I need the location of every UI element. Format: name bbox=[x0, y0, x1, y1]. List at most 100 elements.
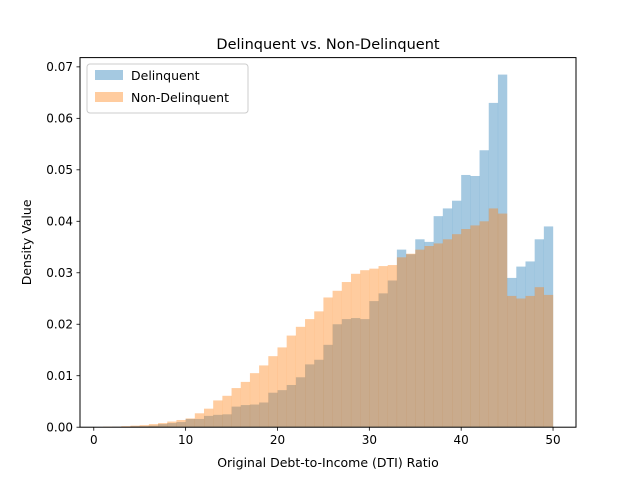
x-tick-label: 20 bbox=[270, 433, 285, 447]
x-axis-label: Original Debt-to-Income (DTI) Ratio bbox=[217, 455, 439, 470]
bar-delinquent bbox=[341, 319, 352, 428]
bar-delinquent bbox=[194, 418, 205, 428]
x-tick-label: 10 bbox=[178, 433, 193, 447]
bar-delinquent bbox=[424, 241, 434, 428]
bar-delinquent bbox=[534, 239, 545, 428]
bar-delinquent bbox=[286, 384, 297, 428]
bar-non-delinquent bbox=[231, 388, 241, 428]
y-tick-label: 0.07 bbox=[46, 60, 73, 74]
bar-non-delinquent bbox=[213, 400, 223, 428]
bar-non-delinquent bbox=[360, 270, 370, 428]
bar-delinquent bbox=[277, 390, 287, 428]
bar-delinquent bbox=[479, 150, 489, 428]
bar-non-delinquent bbox=[167, 421, 177, 428]
legend-swatch-non-delinquent bbox=[95, 92, 123, 102]
y-tick-label: 0.02 bbox=[46, 318, 73, 332]
bar-delinquent bbox=[516, 266, 526, 428]
y-tick-label: 0.06 bbox=[46, 112, 73, 126]
bar-delinquent bbox=[406, 254, 416, 428]
bar-delinquent bbox=[525, 261, 535, 428]
bar-delinquent bbox=[543, 226, 554, 428]
legend: Delinquent Non-Delinquent bbox=[86, 63, 249, 114]
bar-delinquent bbox=[185, 418, 195, 428]
bar-delinquent bbox=[415, 239, 425, 428]
bar-non-delinquent bbox=[479, 221, 489, 428]
x-axis: 0 10 20 30 40 50 bbox=[90, 427, 561, 447]
bars-layer bbox=[102, 74, 554, 428]
bar-delinquent bbox=[497, 74, 508, 428]
bar-non-delinquent bbox=[470, 225, 480, 428]
bar-non-delinquent bbox=[415, 249, 425, 428]
bar-delinquent bbox=[305, 364, 315, 428]
bar-non-delinquent bbox=[332, 290, 342, 428]
bar-non-delinquent bbox=[259, 365, 269, 428]
bar-delinquent bbox=[470, 175, 480, 428]
bar-delinquent bbox=[231, 406, 241, 428]
plot-frame bbox=[79, 57, 577, 428]
bar-delinquent bbox=[139, 426, 150, 428]
bar-delinquent bbox=[167, 423, 177, 428]
bar-delinquent bbox=[332, 324, 342, 428]
bar-non-delinquent bbox=[240, 381, 251, 428]
y-tick-label: 0.04 bbox=[46, 215, 73, 229]
x-tick-label: 30 bbox=[362, 433, 377, 447]
bar-delinquent bbox=[488, 102, 499, 428]
bar-non-delinquent bbox=[305, 319, 315, 428]
bar-delinquent bbox=[378, 293, 388, 428]
bar-delinquent bbox=[295, 377, 306, 428]
chart-title: Delinquent vs. Non-Delinquent bbox=[216, 37, 439, 53]
bar-non-delinquent bbox=[176, 419, 186, 428]
y-tick-label: 0.01 bbox=[46, 369, 73, 383]
bar-non-delinquent bbox=[369, 268, 379, 428]
bar-non-delinquent bbox=[452, 234, 462, 428]
bar-non-delinquent bbox=[130, 425, 140, 428]
bar-non-delinquent bbox=[323, 297, 333, 428]
bar-non-delinquent bbox=[295, 326, 306, 428]
bar-delinquent bbox=[268, 392, 278, 428]
bar-delinquent bbox=[369, 301, 379, 428]
legend-box bbox=[86, 63, 249, 114]
legend-swatch-delinquent bbox=[95, 70, 123, 80]
bar-non-delinquent bbox=[424, 246, 434, 428]
bar-delinquent bbox=[240, 405, 251, 428]
bar-delinquent bbox=[360, 319, 370, 428]
bar-delinquent bbox=[222, 414, 232, 428]
bar-non-delinquent bbox=[488, 208, 499, 428]
bar-delinquent bbox=[204, 415, 214, 428]
bar-non-delinquent bbox=[314, 311, 324, 428]
bar-non-delinquent bbox=[139, 425, 150, 428]
bar-delinquent bbox=[176, 422, 186, 428]
legend-label-delinquent: Delinquent bbox=[131, 68, 200, 83]
bar-delinquent bbox=[350, 318, 361, 428]
bar-non-delinquent bbox=[516, 298, 526, 428]
bar-delinquent bbox=[396, 249, 407, 428]
bar-delinquent bbox=[314, 359, 324, 428]
bar-delinquent bbox=[442, 208, 453, 428]
y-tick-label: 0.05 bbox=[46, 163, 73, 177]
bar-non-delinquent bbox=[350, 273, 361, 428]
bar-non-delinquent bbox=[268, 356, 278, 428]
bar-non-delinquent bbox=[543, 294, 554, 428]
bar-non-delinquent bbox=[222, 395, 232, 428]
bar-non-delinquent bbox=[387, 265, 398, 428]
bar-delinquent bbox=[507, 277, 517, 428]
x-tick-label: 50 bbox=[545, 433, 560, 447]
bar-non-delinquent bbox=[433, 243, 443, 428]
y-axis-label: Density Value bbox=[19, 199, 34, 285]
bar-non-delinquent bbox=[185, 418, 195, 428]
bar-delinquent bbox=[158, 424, 168, 428]
bar-non-delinquent bbox=[249, 373, 260, 428]
bar-non-delinquent bbox=[277, 347, 287, 428]
bar-delinquent bbox=[148, 425, 159, 428]
bar-non-delinquent bbox=[461, 229, 471, 428]
bar-delinquent bbox=[213, 414, 223, 428]
bar-non-delinquent bbox=[378, 266, 388, 428]
bar-delinquent bbox=[452, 200, 462, 428]
bar-non-delinquent bbox=[158, 423, 168, 428]
bar-non-delinquent bbox=[194, 413, 205, 428]
bar-delinquent bbox=[461, 174, 471, 428]
bar-non-delinquent bbox=[507, 295, 517, 428]
y-tick-label: 0.00 bbox=[46, 421, 73, 435]
bar-non-delinquent bbox=[121, 426, 131, 428]
